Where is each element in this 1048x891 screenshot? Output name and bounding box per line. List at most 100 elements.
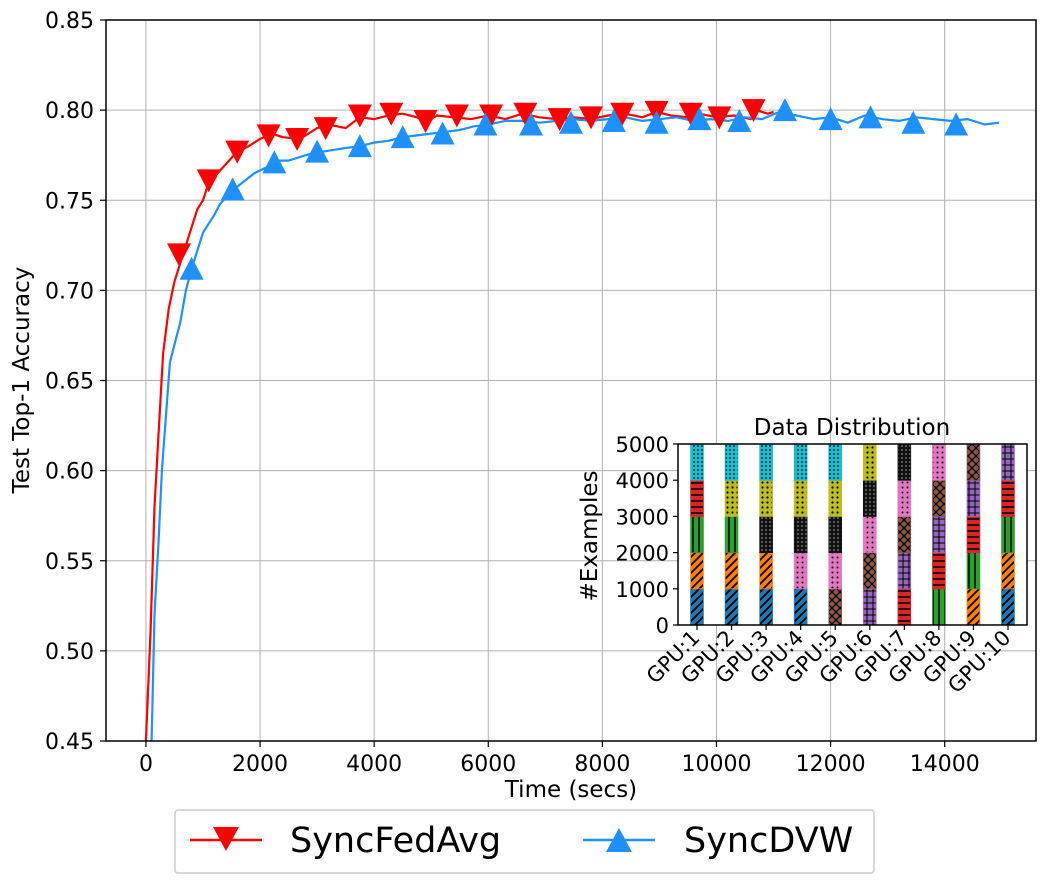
marker-syncdvw <box>305 139 330 163</box>
inset-title: Data Distribution <box>754 415 950 441</box>
legend-label-syncfedavg: SyncFedAvg <box>290 821 501 861</box>
marker-syncdvw <box>179 256 204 280</box>
marker-syncfedavg <box>379 102 404 126</box>
x-tick-label: 12000 <box>796 752 866 777</box>
y-tick-label: 0.55 <box>45 550 94 575</box>
y-tick-label: 0.80 <box>45 99 94 124</box>
inset-bar-segment <box>966 479 981 517</box>
marker-syncfedavg <box>347 104 372 128</box>
inset-y-tick-label: 0 <box>656 614 669 638</box>
y-tick-label: 0.70 <box>45 279 94 304</box>
inset-bar-segment <box>932 516 946 554</box>
legend-entry-syncdvw: SyncDVW <box>583 821 853 861</box>
inset-bar-segment <box>1001 588 1015 626</box>
inset-bar-segment <box>966 552 981 590</box>
inset-bar-segment <box>897 516 912 554</box>
inset-bar-segment <box>932 479 946 517</box>
inset-bar-segment <box>862 552 877 590</box>
inset-bar-segment <box>793 479 808 517</box>
inset-bar-segment <box>966 516 981 554</box>
inset-bar-segment <box>828 443 843 481</box>
inset-bar-segment <box>1001 479 1015 517</box>
x-tick-label: 2000 <box>232 752 288 777</box>
inset-bar-gpu-10 <box>1001 443 1015 626</box>
marker-syncfedavg <box>741 99 766 123</box>
marker-syncdvw <box>772 98 797 122</box>
legend-label-syncdvw: SyncDVW <box>684 821 853 861</box>
y-tick-label: 0.75 <box>45 189 94 214</box>
inset-bar-segment <box>793 588 808 626</box>
inset-bars <box>690 443 1015 626</box>
inset-bar-segment <box>759 552 773 590</box>
legend-box <box>174 809 875 874</box>
y-tick-label: 0.60 <box>45 460 94 485</box>
marker-syncfedavg <box>707 106 732 130</box>
inset-bar-segment <box>828 588 843 626</box>
marker-syncfedavg <box>578 106 603 130</box>
marker-syncfedavg <box>225 140 250 164</box>
inset-bar-segment <box>862 443 877 481</box>
inset-bar-segment <box>793 443 808 481</box>
inset-bar-segment <box>793 516 808 554</box>
inset-bar-segment <box>828 552 843 590</box>
inset-bar-segment <box>897 443 912 481</box>
inset-bar-segment <box>862 588 877 626</box>
x-tick-label: 8000 <box>574 752 630 777</box>
marker-syncdvw <box>944 112 969 136</box>
marker-syncdvw <box>262 150 287 174</box>
inset-bar-segment <box>724 443 739 481</box>
inset-bar-segment <box>1001 552 1015 590</box>
main-y-ticks: 0.45 0.50 0.55 0.60 0.65 0.70 0.75 0.80 0.85 <box>45 9 106 755</box>
marker-syncdvw <box>559 110 583 134</box>
marker-syncfedavg <box>444 104 469 128</box>
inset-bar-gpu-2 <box>724 443 739 626</box>
x-axis-label: Time (secs) <box>504 777 637 803</box>
inset-bar-segment <box>724 516 739 554</box>
x-tick-label: 0 <box>139 752 153 777</box>
marker-syncfedavg <box>678 102 703 126</box>
marker-syncdvw <box>601 108 626 132</box>
marker-syncdvw <box>818 107 843 131</box>
inset-bar-gpu-6 <box>862 443 877 626</box>
marker-syncfedavg <box>610 102 635 126</box>
inset-bar-segment <box>724 552 739 590</box>
marker-syncfedavg <box>547 108 572 132</box>
inset-bar-segment <box>932 588 946 626</box>
marker-syncdvw <box>901 110 926 134</box>
inset-bar-segment <box>1001 516 1015 554</box>
x-tick-label: 4000 <box>346 752 402 777</box>
inset-bar-segment <box>897 588 912 626</box>
y-tick-label: 0.85 <box>45 9 94 34</box>
inset-bar-segment <box>828 479 843 517</box>
inset-bar-gpu-1 <box>690 443 704 626</box>
y-axis-label: Test Top-1 Accuracy <box>9 267 35 495</box>
marker-syncdvw <box>390 125 415 149</box>
y-tick-label: 0.50 <box>45 640 94 665</box>
inset-bar-segment <box>759 516 773 554</box>
main-x-ticks: 0 2000 4000 6000 8000 10000 12000 14000 <box>139 741 980 777</box>
inset-bar-segment <box>759 443 773 481</box>
marker-syncfedavg <box>513 102 538 126</box>
main-series-markers <box>167 98 969 280</box>
marker-syncdvw <box>644 110 669 134</box>
inset-bar-segment <box>793 552 808 590</box>
marker-syncfedavg <box>196 169 221 193</box>
inset-frame <box>677 443 1028 626</box>
inset-y-tick-label: 1000 <box>616 578 669 602</box>
inset-bar-segment <box>862 479 877 517</box>
inset-y-axis-label: #Examples <box>577 470 603 601</box>
marker-syncfedavg <box>313 117 338 141</box>
inset-y-tick-label: 4000 <box>616 469 669 493</box>
marker-syncfedavg <box>256 124 281 148</box>
inset-bar-gpu-4 <box>793 443 808 626</box>
inset-bar-gpu-5 <box>828 443 843 626</box>
marker-syncdvw <box>220 177 245 201</box>
marker-syncdvw <box>687 107 712 131</box>
inset-bar-gpu-8 <box>932 443 946 626</box>
x-tick-label: 14000 <box>910 752 980 777</box>
marker-syncdvw <box>519 112 544 136</box>
inset-bar-segment <box>897 479 912 517</box>
inset-x-ticks: GPU:1GPU:2GPU:3GPU:4GPU:5GPU:6GPU:7GPU:8… <box>642 625 1016 698</box>
inset-bar-segment <box>724 479 739 517</box>
inset-bar-segment <box>690 516 704 554</box>
